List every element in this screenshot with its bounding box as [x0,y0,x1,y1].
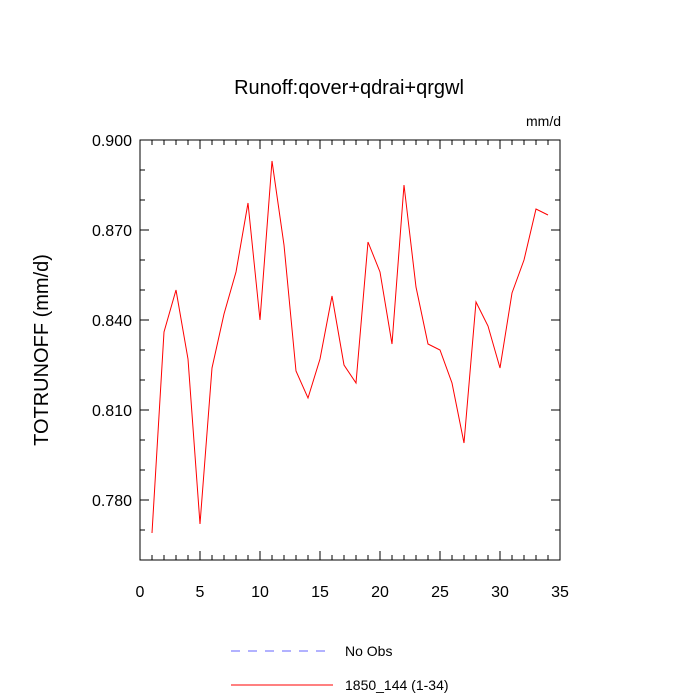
series-group [151,160,549,534]
y-tick-label: 0.810 [92,403,132,420]
plot-frame [139,139,561,561]
axis-ticks: 0 5 10 15 20 25 30 35 0.780 0.810 0.840 0.870 0.900 [92,133,569,601]
x-tick-label: 5 [196,584,205,601]
y-tick-label: 0.900 [92,133,132,150]
x-tick-label: 20 [371,584,389,601]
x-tick-label: 35 [551,584,569,601]
series-line [151,160,549,534]
chart-title: Runoff:qover+qdrai+qrgwl [234,77,464,99]
y-tick-label: 0.780 [92,493,132,510]
y-axis-label: TOTRUNOFF (mm/d) [31,254,53,446]
x-tick-label: 30 [491,584,509,601]
legend: No Obs 1850_144 (1-34) [231,643,449,693]
x-tick-label: 0 [136,584,145,601]
units-label: mm/d [526,113,561,129]
x-tick-label: 25 [431,584,449,601]
y-tick-label: 0.870 [92,223,132,240]
legend-label: No Obs [345,643,392,659]
x-tick-label: 15 [311,584,329,601]
legend-label: 1850_144 (1-34) [345,677,449,693]
y-tick-label: 0.840 [92,313,132,330]
x-tick-label: 10 [251,584,269,601]
